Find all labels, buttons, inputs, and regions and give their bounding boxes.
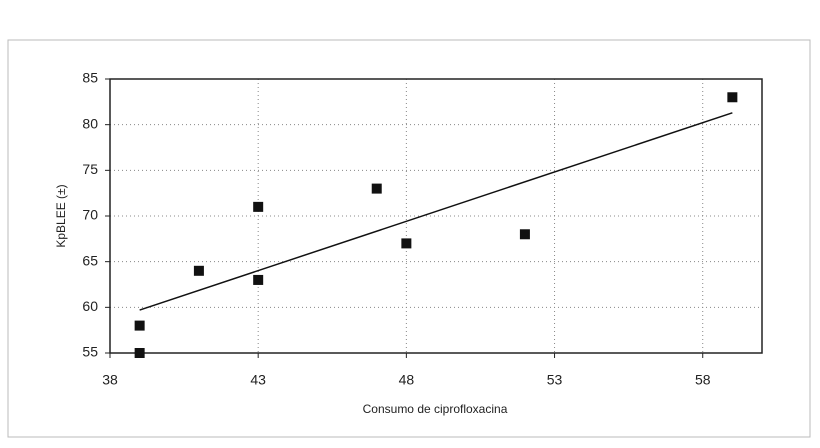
x-tick-label: 58 — [695, 372, 711, 388]
y-tick-label: 65 — [82, 252, 98, 268]
y-tick-label: 70 — [82, 207, 98, 223]
y-tick-label: 60 — [82, 298, 98, 314]
point — [253, 274, 264, 285]
x-tick-label: 43 — [250, 372, 266, 388]
y-tick-label: 80 — [82, 115, 98, 131]
x-tick-label: 48 — [399, 372, 415, 388]
point — [401, 238, 412, 249]
point — [134, 348, 145, 358]
trend-line — [139, 112, 733, 311]
point — [134, 320, 145, 331]
point — [253, 201, 264, 212]
x-tick-label: 38 — [102, 372, 118, 388]
point — [371, 183, 382, 194]
point — [193, 265, 204, 276]
point — [519, 229, 530, 240]
y-tick-label: 55 — [82, 344, 98, 360]
y-tick-label: 85 — [82, 70, 98, 86]
y-axis-label: KpBLEE (±) — [54, 184, 68, 247]
plot-area — [109, 78, 763, 354]
x-axis-label: Consumo de ciprofloxacina — [363, 402, 508, 416]
x-tick-label: 53 — [547, 372, 563, 388]
point — [727, 92, 738, 103]
y-tick-label: 75 — [82, 161, 98, 177]
